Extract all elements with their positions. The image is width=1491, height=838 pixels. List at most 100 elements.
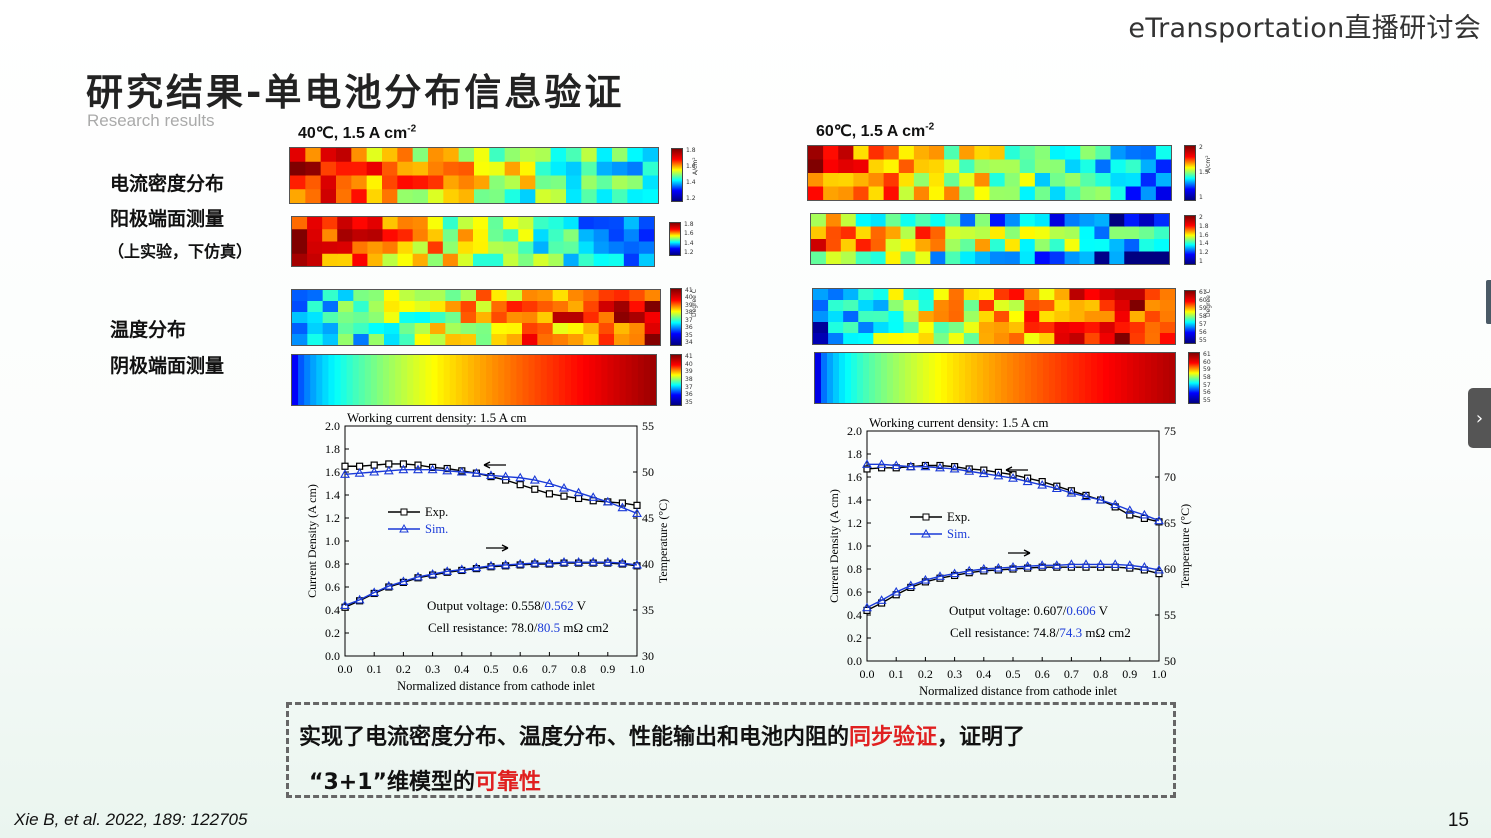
- data-point-sim: [862, 459, 872, 468]
- data-point-sim: [369, 587, 380, 597]
- colorbar-unit: A/cm²: [692, 157, 699, 175]
- x-tick-label: 0.6: [1035, 667, 1050, 681]
- y2-tick-label: 55: [642, 419, 654, 433]
- colorbar-tick-label: 37: [685, 383, 693, 391]
- y2-tick-label: 65: [1164, 516, 1176, 530]
- summary-highlight: 可靠性: [474, 770, 541, 795]
- y-tick-label: 1.6: [847, 470, 862, 484]
- summary-box: 实现了电流密度分布、温度分布、性能输出和电池内阻的同步验证，证明了 “3+1”维…: [286, 702, 1176, 798]
- colorbar-tick-label: 40: [685, 294, 693, 302]
- y-tick-label: 1.8: [847, 447, 862, 461]
- colorbar-tick-label: 2: [1199, 144, 1203, 151]
- data-point-sim: [617, 557, 628, 567]
- data-point-sim: [559, 482, 569, 492]
- data-point-sim: [588, 492, 599, 501]
- legend-label-sim: Sim.: [947, 527, 970, 541]
- data-point-sim: [978, 468, 989, 478]
- data-point-sim: [905, 580, 916, 590]
- summary-text: 实现了电流密度分布、温度分布、性能输出和电池内阻的: [299, 725, 850, 750]
- data-point-sim: [398, 464, 409, 474]
- y-tick-label: 0.2: [847, 631, 862, 645]
- data-point-sim: [935, 571, 945, 580]
- chart-60c: 0.0 0.1 0.2 0.3 0.4 0.5 0.6 0.7 0.8 0.9 1.0 0.0 0.2 0…: [822, 413, 1212, 707]
- y2-tick-label: 55: [1164, 608, 1176, 622]
- colorbar-tick-label: 56: [1199, 329, 1207, 336]
- arrow-right-icon: [1008, 549, 1031, 557]
- data-point-exp: [575, 494, 583, 503]
- y-tick-label: 0.0: [325, 649, 340, 663]
- data-point-sim: [978, 563, 989, 573]
- label-exp-sim: （上实验，下仿真）: [108, 242, 253, 261]
- data-point-sim: [529, 474, 540, 484]
- heatmap-temperature-sim-40c: [291, 354, 657, 406]
- x-tick-label: 0.1: [889, 667, 904, 681]
- data-point-sim: [993, 562, 1004, 572]
- data-point-sim: [573, 557, 584, 566]
- x-tick-label: 0.5: [484, 662, 499, 676]
- chevron-right-icon: ›: [1475, 407, 1484, 429]
- colorbar-tick-label: 60: [1203, 358, 1211, 366]
- colorbar-tick-label: 55: [1199, 337, 1207, 344]
- data-point-sim: [1124, 505, 1135, 514]
- citation: Xie B, et al. 2022, 189: 122705: [14, 810, 248, 829]
- y-tick-label: 1.2: [325, 511, 340, 525]
- colorbar-unit: Degree C: [1205, 289, 1212, 317]
- data-point-exp: [560, 492, 568, 500]
- x-tick-label: 0.3: [947, 667, 962, 681]
- data-point-sim: [1139, 509, 1150, 519]
- heatmap-temperature-sim-60c: [814, 352, 1176, 404]
- side-panel-tab[interactable]: [1486, 280, 1491, 324]
- annotation-voltage: Output voltage: 0.607/0.606 V: [949, 603, 1109, 618]
- x-tick-label: 0.4: [454, 662, 469, 676]
- x-axis-label: Normalized distance from cathode inlet: [397, 679, 595, 693]
- data-point-sim: [632, 508, 642, 517]
- data-point-sim: [500, 559, 511, 569]
- y-tick-label: 0.8: [325, 557, 340, 571]
- colorbar: [1184, 145, 1196, 201]
- heatmap-temperature-exp-60c: [812, 288, 1176, 345]
- colorbar-tick-label: 35: [685, 399, 693, 406]
- colorbar-tick-label: 1.8: [686, 147, 696, 154]
- series-line-sim: [344, 469, 638, 515]
- colorbar-tick-label: 39: [685, 368, 693, 376]
- x-tick-label: 0.5: [1006, 667, 1021, 681]
- y-tick-label: 0.6: [847, 585, 862, 599]
- colorbar-tick-label: 35: [685, 331, 693, 339]
- condition-header-40c: 40℃, 1.5 A cm-2: [298, 123, 416, 143]
- x-tick-label: 0.9: [1122, 667, 1137, 681]
- data-point-exp: [545, 490, 553, 498]
- colorbar-tick-label: 56: [1203, 389, 1211, 397]
- data-point-sim: [1124, 560, 1135, 569]
- data-point-sim: [1154, 564, 1164, 574]
- x-tick-label: 0.4: [976, 667, 991, 681]
- data-point-sim: [949, 568, 960, 578]
- legend-label-sim: Sim.: [425, 522, 448, 536]
- heatmap-current-density-exp-40c: [289, 147, 659, 204]
- condition-sup: -2: [925, 121, 935, 133]
- data-point-sim: [486, 560, 496, 570]
- data-point-sim: [862, 602, 872, 612]
- data-point-sim: [573, 487, 584, 497]
- data-point-sim: [964, 565, 975, 575]
- next-slide-button[interactable]: ›: [1468, 388, 1491, 448]
- label-temperature: 温度分布: [110, 319, 187, 341]
- colorbar: [670, 288, 682, 346]
- data-point-sim: [354, 594, 365, 604]
- y-tick-label: 1.8: [325, 442, 340, 456]
- data-point-sim: [1008, 562, 1018, 571]
- x-tick-label: 0.9: [600, 662, 615, 676]
- x-tick-label: 0.0: [338, 662, 353, 676]
- colorbar-tick-label: 34: [685, 339, 693, 346]
- data-point-sim: [529, 557, 540, 567]
- x-axis-label: Normalized distance from cathode inlet: [919, 684, 1117, 698]
- slide-subtitle: Research results: [87, 111, 215, 130]
- y-axis-label: Current Density (A cm): [305, 484, 319, 598]
- x-tick-label: 0.8: [571, 662, 586, 676]
- colorbar: [1184, 215, 1196, 265]
- colorbar: [1188, 352, 1200, 404]
- data-point-sim: [500, 471, 511, 481]
- data-point-sim: [891, 460, 902, 470]
- legend-label-exp: Exp.: [425, 505, 448, 519]
- y-tick-label: 2.0: [847, 424, 862, 438]
- summary-line-1: 实现了电流密度分布、温度分布、性能输出和电池内阻的同步验证，证明了: [299, 719, 1025, 751]
